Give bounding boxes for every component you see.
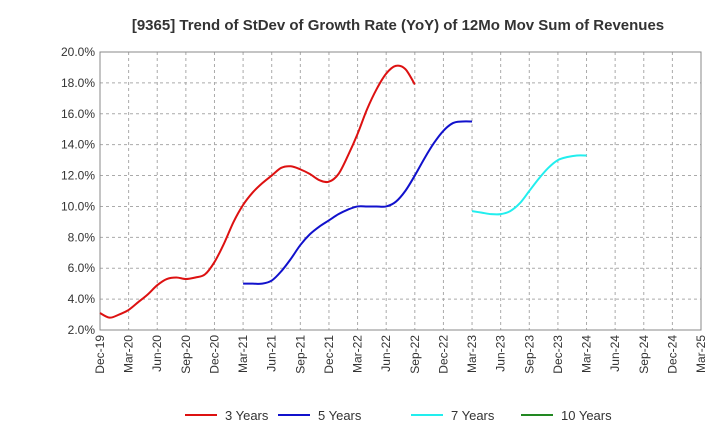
x-tick-label: Dec-24: [665, 335, 679, 374]
x-tick-label: Sep-20: [179, 335, 193, 374]
x-tick-label: Dec-22: [436, 335, 450, 374]
x-tick-label: Mar-20: [122, 335, 136, 373]
x-tick-label: Jun-22: [379, 335, 393, 372]
x-tick-label: Jun-24: [608, 335, 622, 372]
y-tick-label: 8.0%: [68, 230, 96, 244]
y-tick-label: 12.0%: [61, 169, 95, 183]
legend-label-3-years: 3 Years: [225, 408, 269, 423]
x-tick-label: Mar-25: [694, 335, 708, 373]
legend-label-5-years: 5 Years: [318, 408, 362, 423]
y-tick-label: 20.0%: [61, 45, 95, 59]
y-tick-label: 10.0%: [61, 199, 95, 213]
x-tick-label: Mar-23: [465, 335, 479, 373]
x-tick-label: Mar-21: [236, 335, 250, 373]
y-tick-label: 6.0%: [68, 261, 96, 275]
x-tick-label: Jun-20: [150, 335, 164, 372]
legend: 3 Years 5 Years 7 Years 10 Years: [185, 408, 612, 423]
x-tick-label: Dec-21: [322, 335, 336, 374]
series-line-7-years: [471, 154, 587, 216]
x-tick-label: Sep-21: [293, 335, 307, 374]
x-tick-label: Mar-24: [580, 335, 594, 373]
legend-label-7-years: 7 Years: [451, 408, 495, 423]
y-tick-label: 4.0%: [68, 292, 96, 306]
x-tick-label: Dec-19: [93, 335, 107, 374]
grid: [100, 52, 701, 330]
series-line-5-years: [243, 120, 473, 285]
chart-title: [9365] Trend of StDev of Growth Rate (Yo…: [132, 17, 664, 34]
x-tick-label: Jun-21: [265, 335, 279, 372]
y-tick-label: 2.0%: [68, 323, 96, 337]
x-axis: Dec-19 Mar-20 Jun-20 Sep-20 Dec-20 Mar-21 Jun-…: [93, 335, 708, 374]
y-tick-label: 16.0%: [61, 107, 95, 121]
y-axis: 2.0% 4.0% 6.0% 8.0% 10.0% 12.0% 14.0% 16.0% 18.0…: [61, 45, 95, 337]
x-tick-label: Jun-23: [494, 335, 508, 372]
x-tick-label: Sep-23: [522, 335, 536, 374]
x-tick-label: Dec-20: [207, 335, 221, 374]
legend-label-10-years: 10 Years: [561, 408, 612, 423]
x-tick-label: Mar-22: [351, 335, 365, 373]
series-layer: [99, 64, 587, 319]
x-tick-label: Dec-23: [551, 335, 565, 374]
y-tick-label: 14.0%: [61, 138, 95, 152]
series-line-3-years: [99, 64, 416, 319]
y-tick-label: 18.0%: [61, 76, 95, 90]
x-tick-label: Sep-22: [408, 335, 422, 374]
x-tick-label: Sep-24: [637, 335, 651, 374]
plot-area: [99, 51, 702, 331]
